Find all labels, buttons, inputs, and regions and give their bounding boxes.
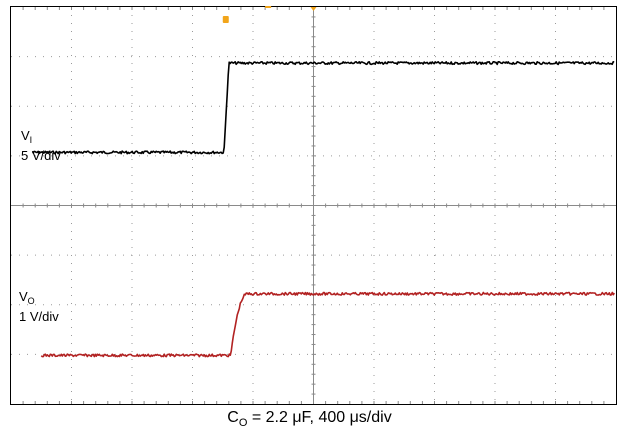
vi-scale-label: 5 V/div	[21, 148, 61, 163]
vi-channel-label: VI	[21, 128, 33, 145]
oscilloscope-plot	[10, 6, 617, 405]
grid	[11, 7, 616, 404]
trigger-position-marker	[222, 16, 229, 23]
traces	[32, 60, 615, 358]
vo-scale-label: 1 V/div	[19, 309, 59, 324]
trigger-markers	[222, 6, 317, 23]
time-reference-marker	[310, 7, 317, 11]
vo-trace	[40, 291, 615, 358]
chart-caption: CO = 2.2 μF, 400 μs/div	[227, 409, 392, 429]
vi-trace	[32, 60, 615, 155]
vo-channel-label: VO	[19, 289, 35, 306]
